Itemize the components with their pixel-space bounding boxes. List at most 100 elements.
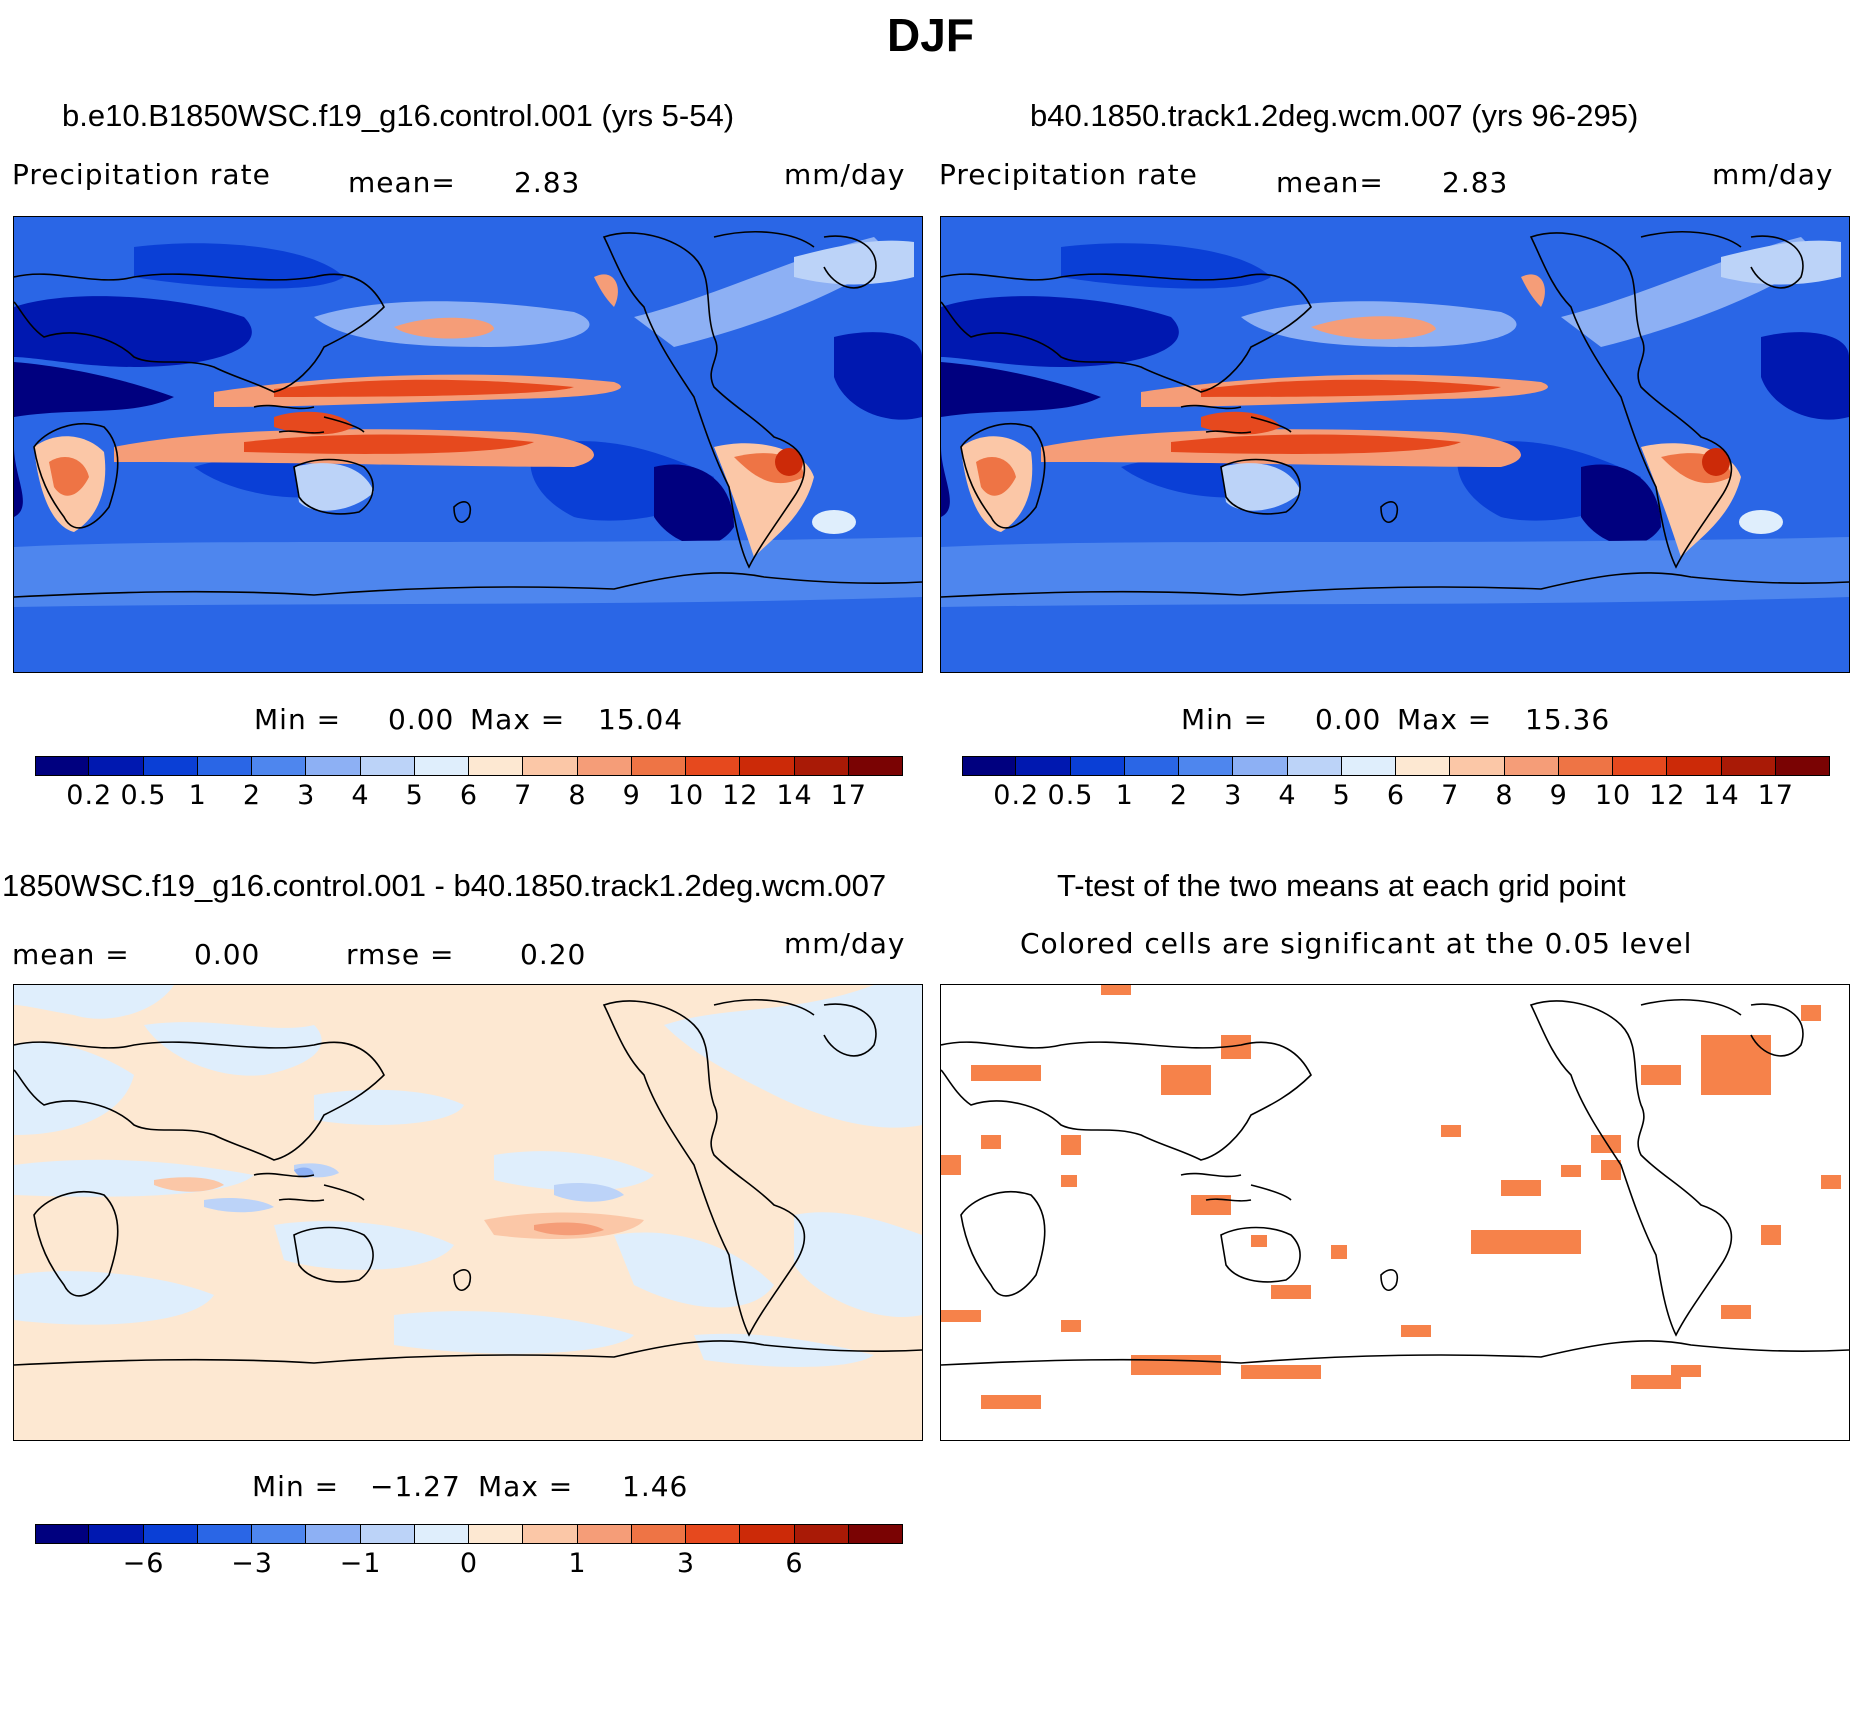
panel2-colorbar-tick-label: 1	[1115, 780, 1134, 811]
panel2-colorbar-tick-label: 17	[1757, 780, 1794, 811]
panel1-colorbar-box	[631, 756, 686, 776]
panel3-max-label: Max =	[478, 1470, 574, 1503]
panel1-colorbar-tick-label: 2	[242, 780, 262, 811]
panel3-colorbar-box	[197, 1524, 252, 1544]
panel3-mean-value: 0.00	[194, 938, 261, 971]
panel2-colorbar-box	[1775, 756, 1830, 776]
panel1-colorbar-box	[306, 756, 361, 776]
panel2-map	[940, 216, 1850, 673]
panel3-max-value: 1.46	[622, 1470, 689, 1503]
panel3-colorbar-tick-label: −1	[339, 1548, 382, 1579]
panel3-min-value: −1.27	[370, 1470, 461, 1503]
panel2-colorbar-box	[1287, 756, 1342, 776]
panel1-colorbar-box	[89, 756, 144, 776]
panel2-min-label: Min =	[1181, 703, 1269, 736]
panel3-colorbar-box	[469, 1524, 524, 1544]
panel1-colorbar-tick-label: 0.2	[66, 780, 113, 811]
panel2-colorbar-tick-label: 4	[1278, 780, 1297, 811]
panel2-colorbar-tick-label: 0.5	[1047, 780, 1094, 811]
panel1-min-value: 0.00	[388, 703, 455, 736]
panel1-colorbar-box	[523, 756, 578, 776]
panel4-map	[940, 984, 1850, 1441]
panel1-colorbar-tick-label: 12	[722, 780, 759, 811]
panel3-colorbar-tick-label: 0	[459, 1548, 479, 1579]
panel2-colorbar-box	[1558, 756, 1613, 776]
panel1-colorbar-tick-label: 14	[776, 780, 813, 811]
panel3-colorbar-box	[89, 1524, 144, 1544]
panel3-colorbar-box	[414, 1524, 469, 1544]
panel3-colorbar-box	[686, 1524, 741, 1544]
panel2-colorbar-box	[1016, 756, 1071, 776]
panel2-colorbar-box	[1396, 756, 1451, 776]
panel4-title: T-test of the two means at each grid poi…	[1057, 868, 1626, 903]
panel2-max-label: Max =	[1397, 703, 1493, 736]
panel1-title: b.e10.B1850WSC.f19_g16.control.001 (yrs …	[62, 98, 735, 133]
panel3-mean-label: mean =	[12, 938, 130, 971]
panel1-colorbar-tick-label: 17	[830, 780, 867, 811]
panel1-colorbar-box	[35, 756, 90, 776]
panel1-mean-value: 2.83	[514, 166, 581, 199]
panel2-colorbar-tick-label: 8	[1495, 780, 1514, 811]
panel1-colorbar-tick-label: 1	[188, 780, 207, 811]
panel2-colorbar-tick-label: 6	[1386, 780, 1406, 811]
panel2-min-value: 0.00	[1315, 703, 1382, 736]
panel2-colorbar-box	[1450, 756, 1505, 776]
panel3-map	[13, 984, 923, 1441]
panel1-colorbar-tick-label: 7	[514, 780, 533, 811]
panel1-variable-label: Precipitation rate	[12, 158, 271, 191]
panel2-variable-label: Precipitation rate	[939, 158, 1198, 191]
panel4-subtitle: Colored cells are significant at the 0.0…	[1020, 927, 1693, 960]
panel2-colorbar-tick-label: 12	[1649, 780, 1686, 811]
panel1-colorbar-box	[414, 756, 469, 776]
panel2-colorbar-box	[1124, 756, 1179, 776]
panel1-colorbar-box	[360, 756, 415, 776]
panel2-colorbar-tick-label: 3	[1224, 780, 1243, 811]
panel2-colorbar-box	[1504, 756, 1559, 776]
panel3-units: mm/day	[784, 927, 906, 960]
panel1-units: mm/day	[784, 158, 906, 191]
panel3-colorbar-box	[577, 1524, 632, 1544]
panel1-max-label: Max =	[470, 703, 566, 736]
panel2-mean-label: mean=	[1276, 166, 1384, 199]
panel3-colorbar-box	[35, 1524, 90, 1544]
panel2-colorbar-box	[1341, 756, 1396, 776]
panel1-colorbar-tick-label: 6	[459, 780, 479, 811]
panel1-colorbar-box	[848, 756, 903, 776]
panel1-colorbar-box	[686, 756, 741, 776]
panel2-colorbar-box	[1721, 756, 1776, 776]
panel2-colorbar-tick-label: 10	[1594, 780, 1632, 811]
panel2-units: mm/day	[1712, 158, 1834, 191]
panel3-colorbar-box	[631, 1524, 686, 1544]
panel2-colorbar-box	[1667, 756, 1722, 776]
panel3-title: 1850WSC.f19_g16.control.001 - b40.1850.t…	[2, 868, 887, 903]
panel1-colorbar-tick-label: 5	[405, 780, 424, 811]
panel1-colorbar-tick-label: 4	[351, 780, 370, 811]
panel2-colorbar-tick-label: 0.2	[993, 780, 1040, 811]
panel2-colorbar: 0.2 0.5 1 2 3 4 5 6 7 8 9 10 12 14 17	[962, 756, 1830, 816]
panel2-colorbar-box	[1233, 756, 1288, 776]
panel3-colorbar-box	[360, 1524, 415, 1544]
panel2-colorbar-tick-label: 14	[1703, 780, 1740, 811]
panel2-title: b40.1850.track1.2deg.wcm.007 (yrs 96-295…	[1030, 98, 1639, 133]
panel1-colorbar-box	[197, 756, 252, 776]
panel2-colorbar-tick-label: 2	[1169, 780, 1189, 811]
panel2-colorbar-box	[1070, 756, 1125, 776]
panel2-colorbar-box	[1179, 756, 1234, 776]
panel3-colorbar-box	[143, 1524, 198, 1544]
panel3-colorbar-box	[794, 1524, 849, 1544]
panel2-mean-value: 2.83	[1442, 166, 1509, 199]
panel1-colorbar-tick-label: 0.5	[120, 780, 167, 811]
panel1-colorbar-box	[469, 756, 524, 776]
panel2-colorbar-box	[1613, 756, 1668, 776]
panel3-colorbar-tick-label: 3	[676, 1548, 696, 1579]
panel1-colorbar-box	[143, 756, 198, 776]
panel3-colorbar-box	[523, 1524, 578, 1544]
panel2-colorbar-tick-label: 9	[1549, 780, 1568, 811]
panel1-max-value: 15.04	[598, 703, 684, 736]
panel2-colorbar-box	[962, 756, 1017, 776]
panel2-max-value: 15.36	[1525, 703, 1611, 736]
panel1-mean-label: mean=	[348, 166, 456, 199]
panel3-colorbar: −6 −3 −1 0 1 3 6	[35, 1524, 903, 1584]
panel3-colorbar-box	[252, 1524, 307, 1544]
panel1-min-label: Min =	[254, 703, 342, 736]
